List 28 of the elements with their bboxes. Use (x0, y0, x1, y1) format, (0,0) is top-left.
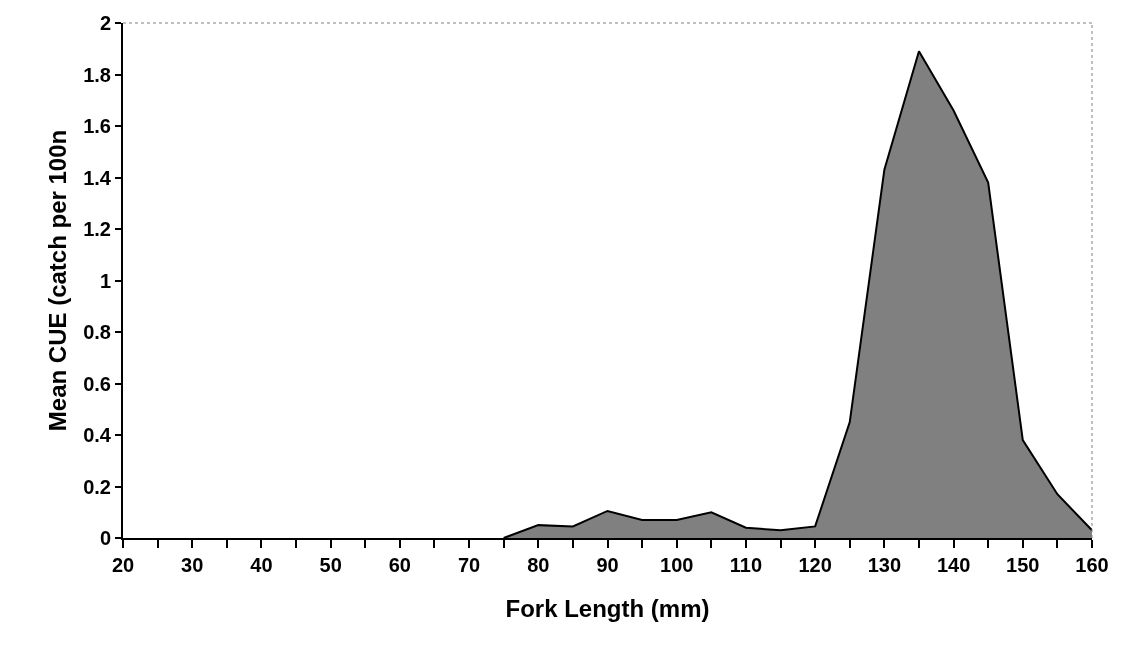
x-axis-title: Fork Length (mm) (505, 594, 710, 622)
y-tick-label: 1.6 (83, 115, 111, 137)
x-tick-label: 80 (527, 554, 550, 576)
x-tick-label: 120 (798, 554, 832, 576)
y-tick-label: 0.2 (83, 475, 111, 498)
x-tick-label: 60 (388, 554, 411, 576)
y-tick-label: 0 (99, 527, 111, 549)
y-tick-label: 1.2 (83, 218, 111, 240)
y-tick-label: 0.4 (83, 424, 112, 446)
y-tick-label: 1 (99, 269, 111, 292)
x-tick-label: 50 (319, 554, 342, 576)
x-tick-label: 100 (660, 554, 694, 576)
x-tick-label: 140 (936, 554, 971, 576)
x-tick-label: 130 (867, 554, 902, 576)
x-tick-label: 70 (457, 554, 481, 576)
x-tick-label: 40 (250, 554, 273, 576)
y-tick-label: 2 (99, 12, 111, 34)
y-tick-label: 0.8 (83, 321, 111, 343)
y-tick-label: 1.4 (83, 166, 112, 189)
x-tick-label: 20 (111, 554, 135, 576)
x-tick-label: 150 (1006, 554, 1040, 576)
y-axis-title: Mean CUE (catch per 100n (43, 129, 71, 432)
x-tick-label: 160 (1075, 554, 1109, 576)
x-tick-label: 30 (181, 554, 204, 576)
x-tick-label: 90 (596, 554, 619, 576)
x-tick-label: 110 (729, 554, 763, 576)
y-tick-label: 1.8 (83, 63, 111, 86)
y-tick-label: 0.6 (83, 372, 111, 395)
